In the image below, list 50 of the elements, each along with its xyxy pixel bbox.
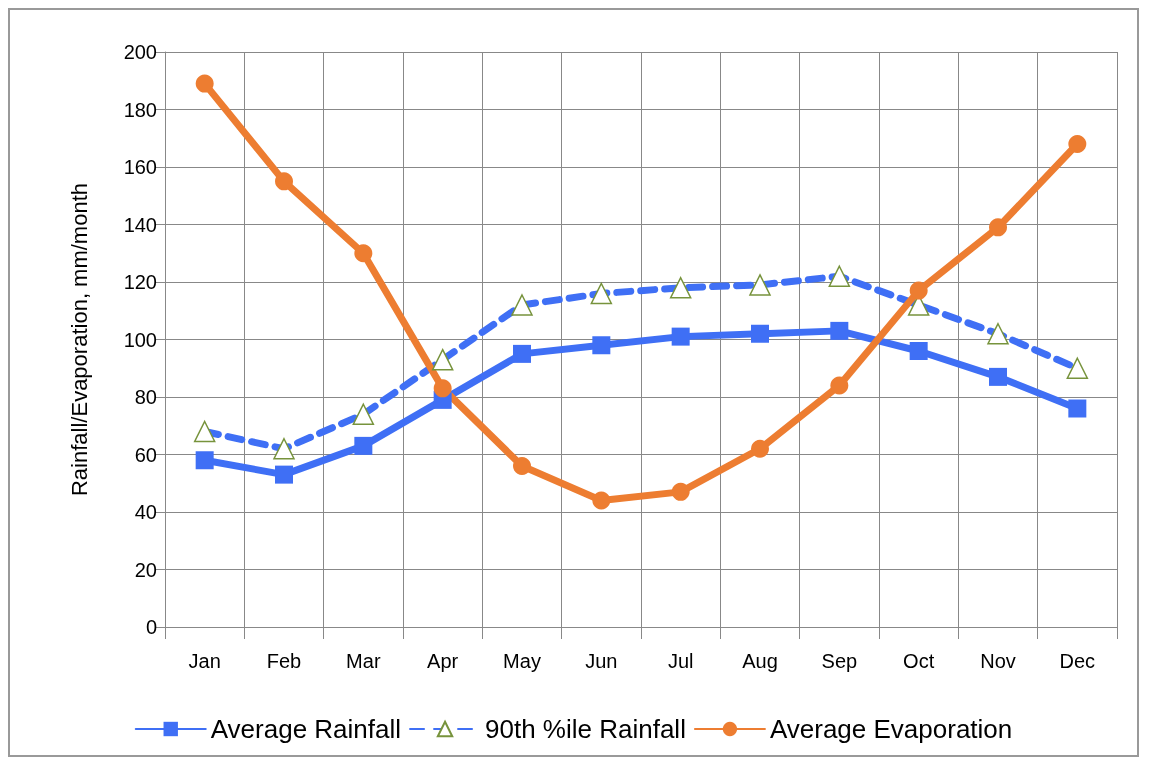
point (1068, 135, 1087, 153)
legend-label: Average Rainfall (210, 714, 402, 744)
y-tick-label: 140 (123, 213, 157, 236)
x-tick-label: Dec (1059, 650, 1096, 672)
x-tick-label: Sep (821, 650, 858, 672)
legend-label: 90th %ile Rainfall (485, 714, 686, 744)
x-tick-label: Jan (188, 650, 221, 672)
point (830, 376, 849, 395)
x-tick-label: Nov (980, 650, 1016, 672)
x-tick-label: Apr (427, 650, 459, 672)
point (513, 457, 531, 475)
x-tick-label: Mar (346, 650, 381, 672)
y-tick-label: 160 (123, 156, 157, 178)
point (751, 439, 769, 458)
point (1068, 399, 1087, 418)
point (751, 324, 769, 343)
x-tick-label: Oct (903, 650, 935, 672)
point (592, 336, 611, 355)
point (275, 465, 293, 484)
y-tick-label: 180 (123, 98, 157, 121)
legend-label: Average Evaporation (769, 714, 1013, 744)
y-tick-label: 100 (123, 328, 157, 351)
y-axis-title: Rainfall/Evaporation, mm/month (66, 182, 92, 497)
point (433, 379, 452, 398)
x-tick-label: Aug (742, 650, 778, 672)
point (830, 321, 849, 340)
point (592, 491, 611, 510)
point (909, 281, 928, 300)
point (513, 344, 531, 363)
x-tick-label: Feb (266, 650, 302, 672)
y-tick-label: 120 (123, 271, 157, 293)
point (195, 451, 214, 470)
point (354, 436, 373, 455)
point (989, 367, 1007, 386)
point (195, 74, 214, 93)
y-tick-label: 40 (134, 501, 157, 523)
point (275, 172, 293, 191)
y-tick-label: 200 (123, 41, 157, 63)
point (989, 218, 1007, 237)
point (671, 482, 690, 501)
point (354, 244, 373, 263)
point (909, 342, 928, 360)
x-tick-label: May (503, 650, 541, 672)
point (671, 327, 690, 346)
y-tick-label: 80 (134, 386, 157, 408)
y-tick-label: 0 (145, 616, 157, 638)
y-tick-label: 20 (134, 558, 157, 581)
y-tick-label: 60 (134, 443, 157, 466)
x-tick-label: Jul (667, 650, 694, 672)
x-tick-label: Jun (585, 650, 618, 672)
